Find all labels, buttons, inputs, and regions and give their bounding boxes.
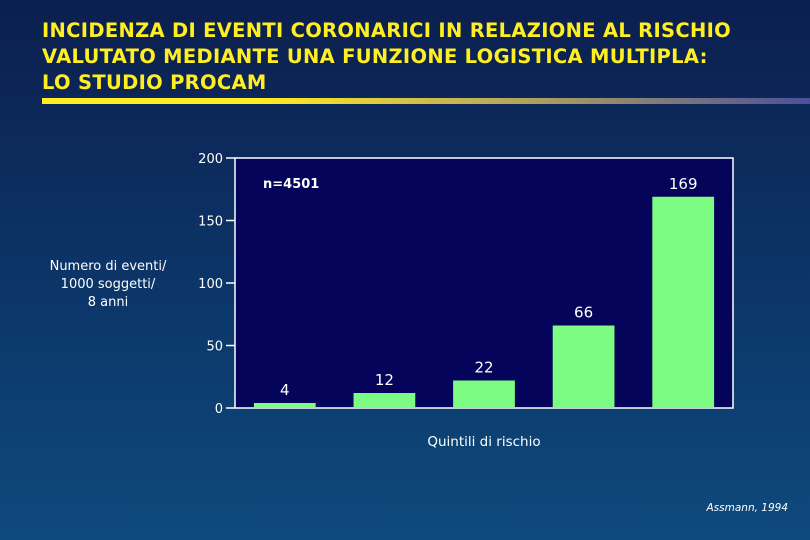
y-tick-label-4: 150 [198,215,223,230]
bar-2 [353,393,416,408]
sample-size-annotation: n=4501 [263,177,319,192]
y-axis-label-line-1: Numero di eventi/ [49,259,167,274]
bar-value-label-1: 4 [280,381,290,399]
title-line-1: INCIDENZA DI EVENTI CORONARICI IN RELAZI… [42,19,732,42]
bar-5 [652,196,715,408]
title-underline [42,98,810,104]
title-line-2: VALUTATO MEDIANTE UNA FUNZIONE LOGISTICA… [42,45,708,68]
x-axis-label: Quintili di rischio [427,434,541,450]
y-tick-label-3: 100 [198,277,223,292]
y-tick-label-1: 0 [215,402,223,417]
bar-value-label-2: 12 [375,371,394,389]
y-axis-label: Numero di eventi/ 1000 soggetti/ 8 anni [28,258,188,312]
bar-value-label-5: 169 [669,175,698,193]
y-axis-label-line-3: 8 anni [87,295,129,310]
y-tick-label-5: 200 [198,152,223,167]
bar-1 [253,403,316,408]
bar-3 [453,380,515,408]
slide-title: INCIDENZA DI EVENTI CORONARICI IN RELAZI… [42,18,782,96]
plot-area [234,157,734,409]
bar-value-label-4: 66 [574,304,593,322]
y-axis-label-line-2: 1000 soggetti/ [60,277,156,292]
bar-value-label-3: 22 [474,359,493,377]
title-line-3: LO STUDIO PROCAM [42,71,267,94]
source-credit: Assmann, 1994 [706,502,789,514]
y-tick-label-2: 50 [206,340,223,355]
bar-4 [552,325,615,408]
